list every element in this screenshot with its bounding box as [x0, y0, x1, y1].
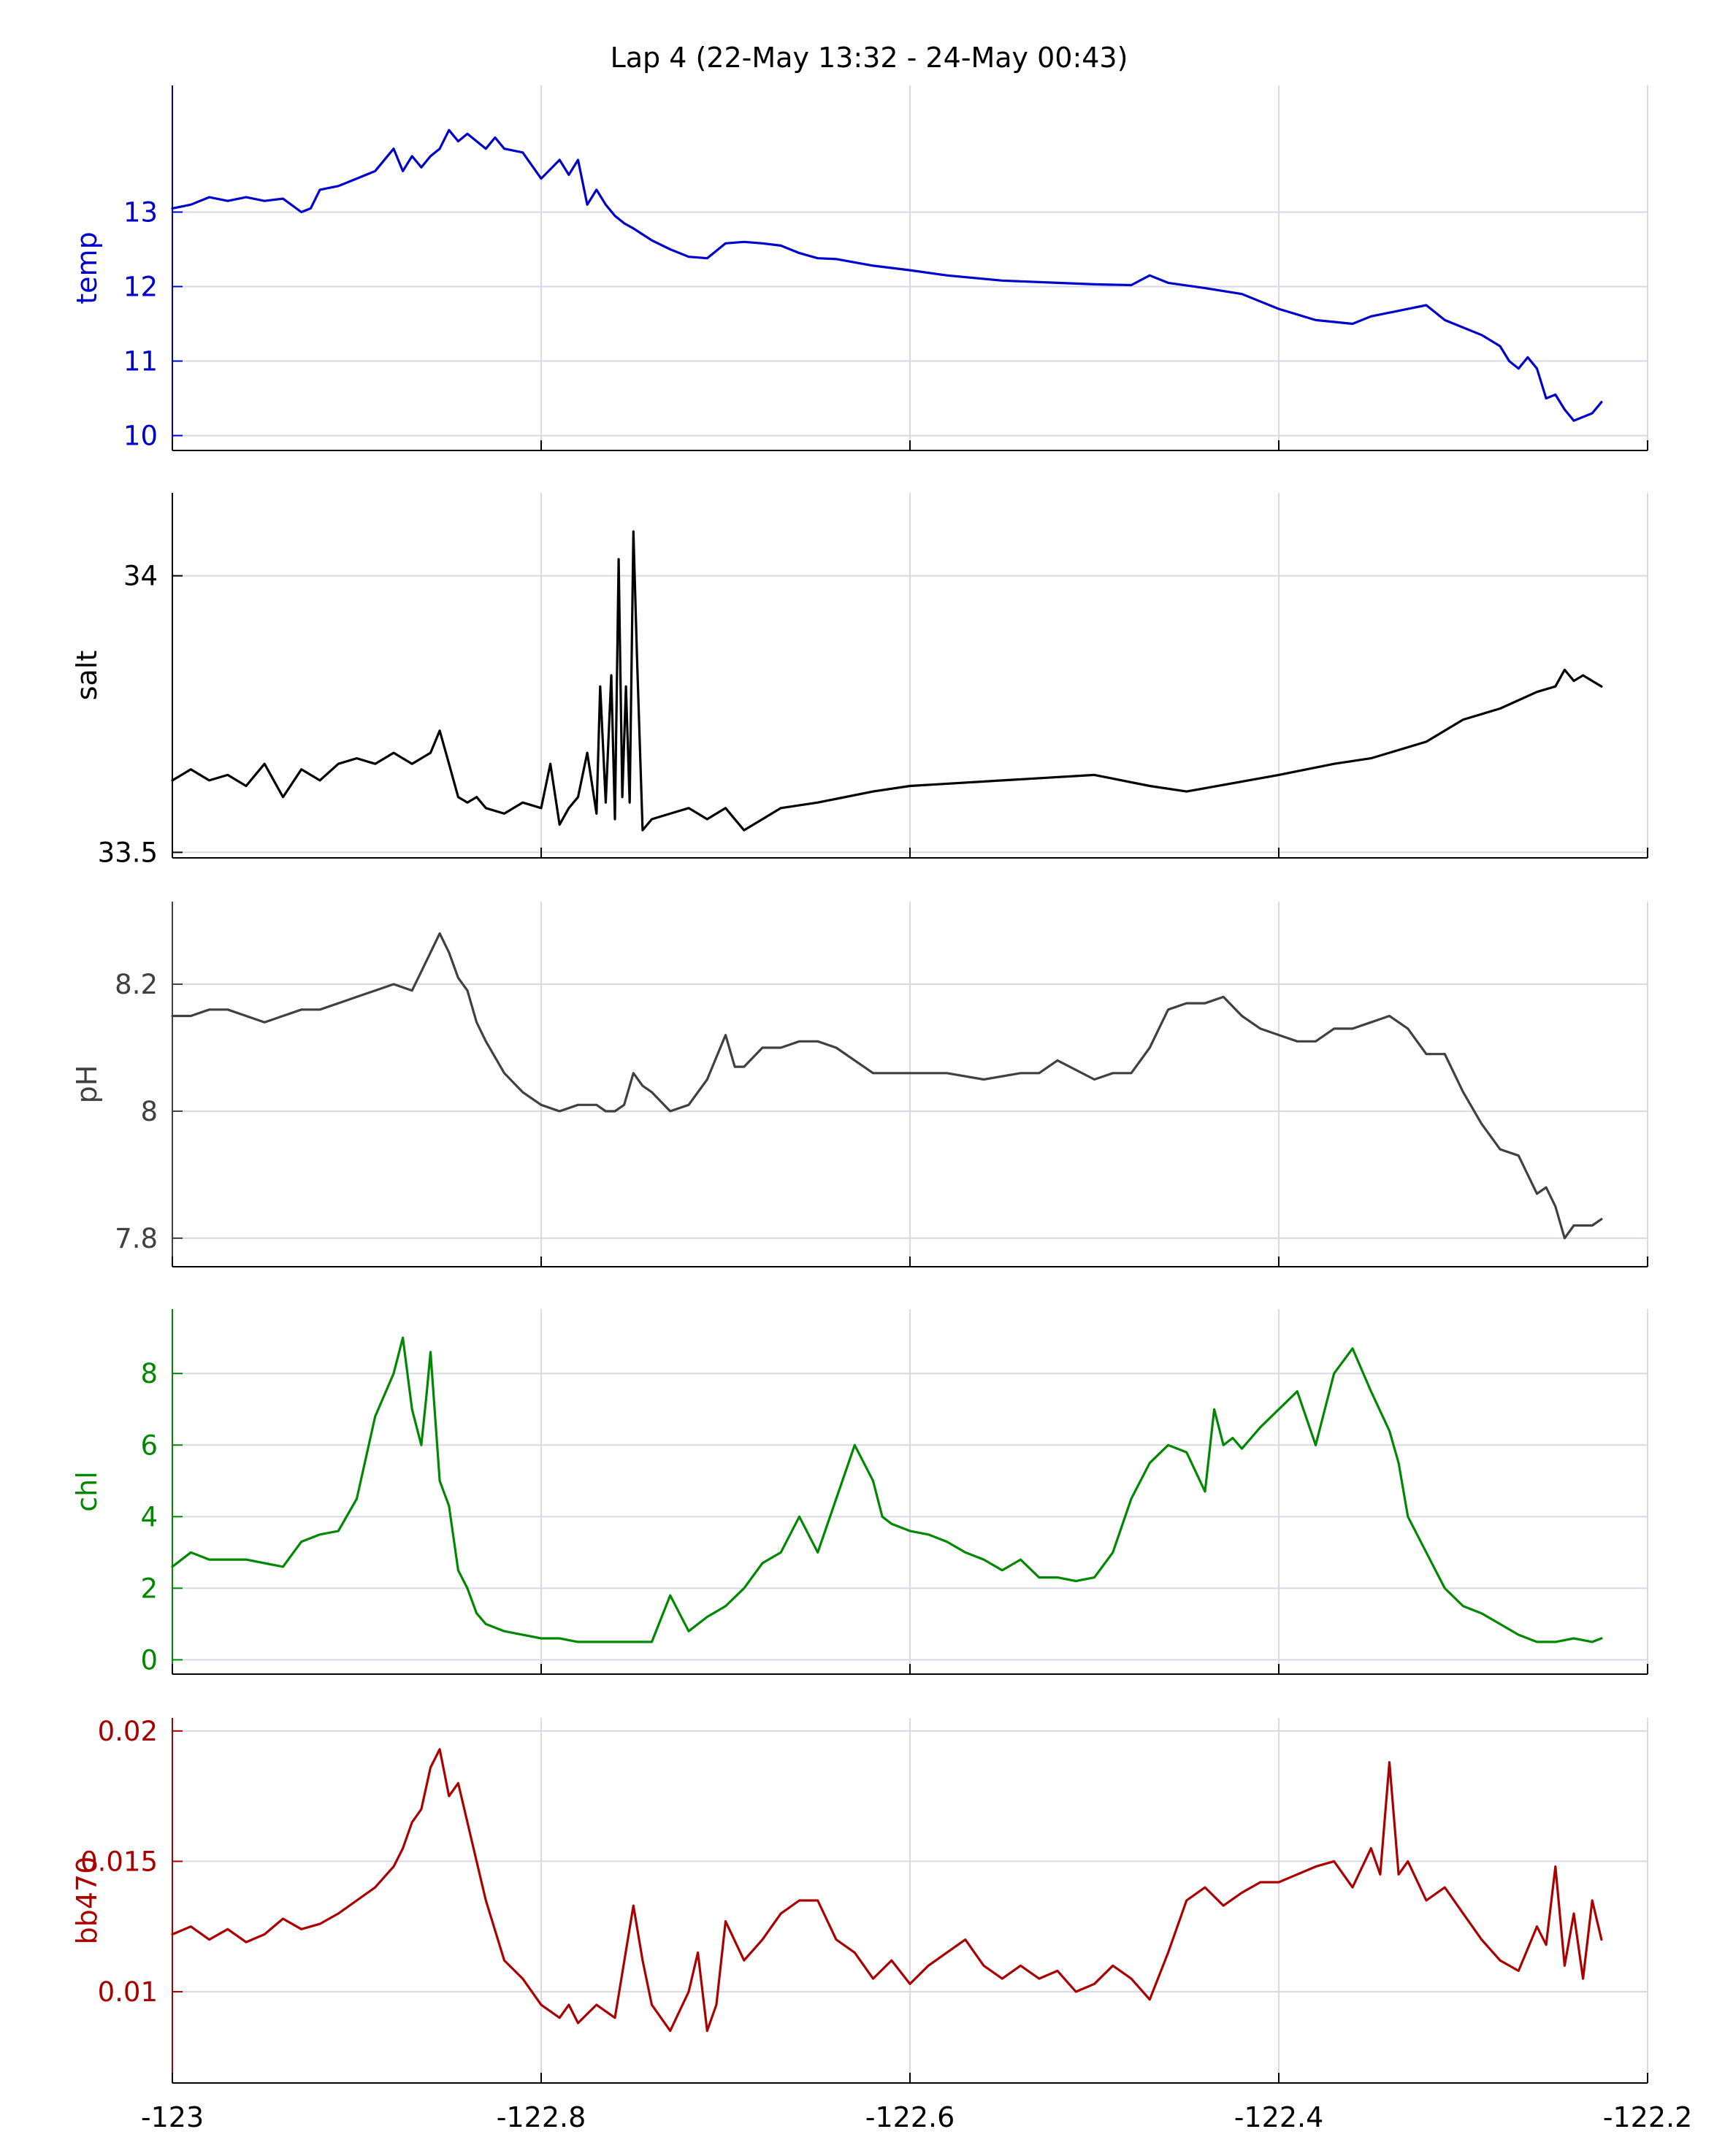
x-tick-label: -122.6	[865, 2101, 955, 2133]
panel-bb470: 0.01 0.015 0.02 bb470	[71, 1716, 1648, 2084]
y-tick-label: 4	[140, 1501, 158, 1532]
y-axis-label: chl	[71, 1471, 103, 1512]
y-tick-label: 0	[140, 1644, 158, 1676]
figure-title: Lap 4 (22-May 13:32 - 24-May 00:43)	[611, 42, 1128, 74]
x-tick-label: -122.4	[1234, 2101, 1324, 2133]
series-line-salt	[171, 530, 1603, 832]
y-tick-label: 34	[123, 561, 158, 592]
series-line-bb470	[171, 1748, 1603, 2033]
y-tick-label: 13	[123, 196, 158, 228]
y-tick-label: 7.8	[115, 1223, 158, 1254]
y-tick-label: 8.2	[115, 969, 158, 1000]
y-tick-label: 0.01	[98, 1976, 158, 2008]
panels: 10111213temp33.534salt7.888.2pH02468chl0…	[71, 85, 1692, 2133]
panel-salt: 33.5 34 salt	[71, 493, 1648, 868]
y-axis-label: bb470	[71, 1857, 103, 1945]
series-line-chl	[171, 1336, 1603, 1643]
series-line-temp	[171, 128, 1603, 422]
series-line-pH	[171, 932, 1603, 1240]
y-tick-label: 33.5	[98, 837, 158, 868]
y-tick-label: 6	[140, 1430, 158, 1461]
y-axis-label: temp	[71, 231, 103, 304]
y-axis-label: salt	[71, 651, 103, 701]
y-tick-label: 0.02	[98, 1716, 158, 1747]
x-tick-label: -122.8	[497, 2101, 586, 2133]
panel-temp: 10 11 12 13 temp	[71, 85, 1648, 452]
y-tick-label: 8	[140, 1096, 158, 1127]
panel-chl: 0 2 4 6 8 chl	[71, 1309, 1648, 1676]
y-tick-label: 8	[140, 1358, 158, 1389]
y-tick-label: 0.015	[80, 1846, 158, 1877]
y-tick-label: 12	[123, 272, 158, 303]
panel-pH: 7.8 8 8.2 pH	[71, 902, 1648, 1267]
y-tick-label: 10	[123, 421, 158, 452]
y-tick-label: 11	[123, 346, 158, 377]
y-axis-label: pH	[71, 1065, 103, 1104]
x-tick-label: -123	[141, 2101, 204, 2133]
x-tick-label: -122.2	[1603, 2101, 1693, 2133]
y-tick-label: 2	[140, 1573, 158, 1604]
